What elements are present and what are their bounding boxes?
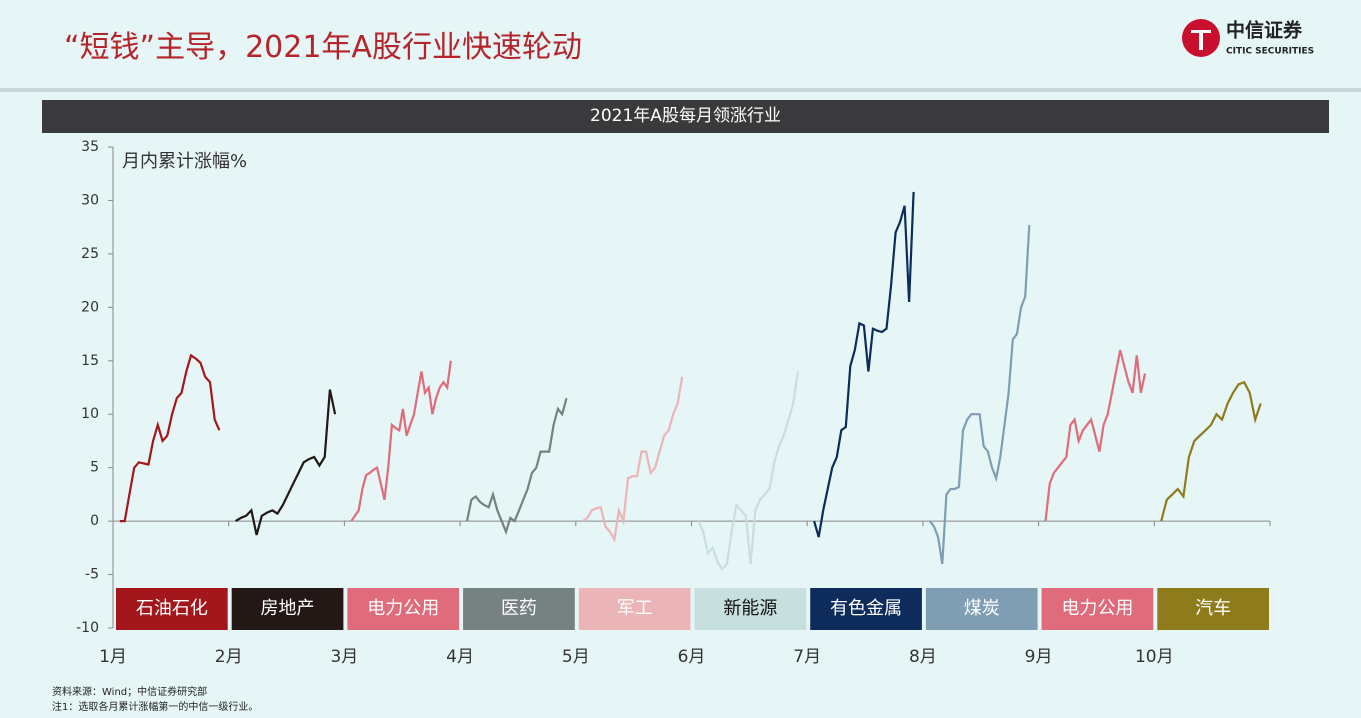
legend-label: 有色金属 — [830, 598, 902, 619]
legend-box — [116, 588, 228, 630]
legend-label: 石油石化 — [136, 598, 208, 619]
divider — [0, 88, 1361, 92]
legend-box — [578, 588, 691, 630]
y-tick-label: 10 — [81, 406, 99, 422]
chart-title: 2021年A股每月领涨行业 — [42, 100, 1329, 133]
legend-label: 煤炭 — [964, 598, 1000, 619]
series-line — [1044, 349, 1147, 522]
series-line — [350, 360, 452, 522]
series-line — [928, 224, 1031, 565]
legend-box — [925, 588, 1038, 630]
legend-label: 军工 — [617, 598, 653, 619]
legend-box — [694, 588, 807, 630]
legend-box — [463, 588, 575, 630]
x-tick-label: 1月 — [99, 647, 127, 667]
y-tick-label: 0 — [90, 513, 99, 529]
series-line — [813, 191, 915, 538]
series-line — [465, 397, 568, 536]
y-tick-label: 25 — [81, 246, 99, 262]
y-tick-label: -10 — [76, 620, 99, 636]
logo: 中信证券 CITIC SECURITIES — [1182, 19, 1314, 57]
y-tick-label: 15 — [81, 353, 99, 369]
series-line — [697, 371, 799, 572]
y-tick-label: -5 — [85, 567, 99, 583]
slide-title: “短钱”主导，2021年A股行业快速轮动 — [64, 30, 582, 65]
x-tick-label: 2月 — [215, 647, 243, 667]
x-tick-label: 6月 — [678, 647, 706, 667]
y-tick-label: 35 — [81, 139, 99, 155]
x-tick-label: 4月 — [446, 647, 474, 667]
source-note: 资料来源：Wind；中信证券研究部 — [52, 687, 208, 698]
legend-label: 新能源 — [723, 598, 777, 619]
x-tick-label: 9月 — [1025, 647, 1053, 667]
legend-box — [1041, 588, 1154, 630]
series-line — [582, 376, 684, 543]
legend-label: 房地产 — [261, 598, 315, 619]
logo-text: 中信证券 — [1226, 19, 1303, 42]
legend-box — [347, 588, 460, 630]
y-tick-label: 20 — [81, 299, 99, 315]
footnote: 注1：选取各月累计涨幅第一的中信一级行业。 — [52, 702, 259, 713]
y-tick-label: 5 — [90, 460, 99, 476]
legend-box — [231, 588, 344, 630]
x-tick-label: 7月 — [793, 647, 821, 667]
legend-box — [1157, 588, 1269, 630]
y-axis-label: 月内累计涨幅% — [122, 151, 247, 172]
series-line — [119, 353, 221, 523]
legend-label: 汽车 — [1195, 598, 1231, 619]
y-tick-label: 30 — [81, 192, 99, 208]
chart: 月内累计涨幅% -10 -5 0 5 10 15 20 25 30 35 1月 2月 3月 4月 5月 6月 7… — [76, 139, 1271, 667]
x-tick-label: 10月 — [1135, 647, 1174, 667]
legend-box — [810, 588, 922, 630]
legend-label: 电力公用 — [367, 598, 439, 619]
x-tick-label: 5月 — [562, 647, 590, 667]
logo-icon — [1199, 30, 1203, 50]
logo-subtext: CITIC SECURITIES — [1226, 47, 1314, 57]
series-line — [235, 389, 337, 536]
series-line — [1160, 380, 1262, 522]
x-tick-label: 8月 — [909, 647, 937, 667]
legend-label: 医药 — [501, 598, 537, 619]
x-tick-label: 3月 — [330, 647, 358, 667]
legend-label: 电力公用 — [1061, 598, 1133, 619]
